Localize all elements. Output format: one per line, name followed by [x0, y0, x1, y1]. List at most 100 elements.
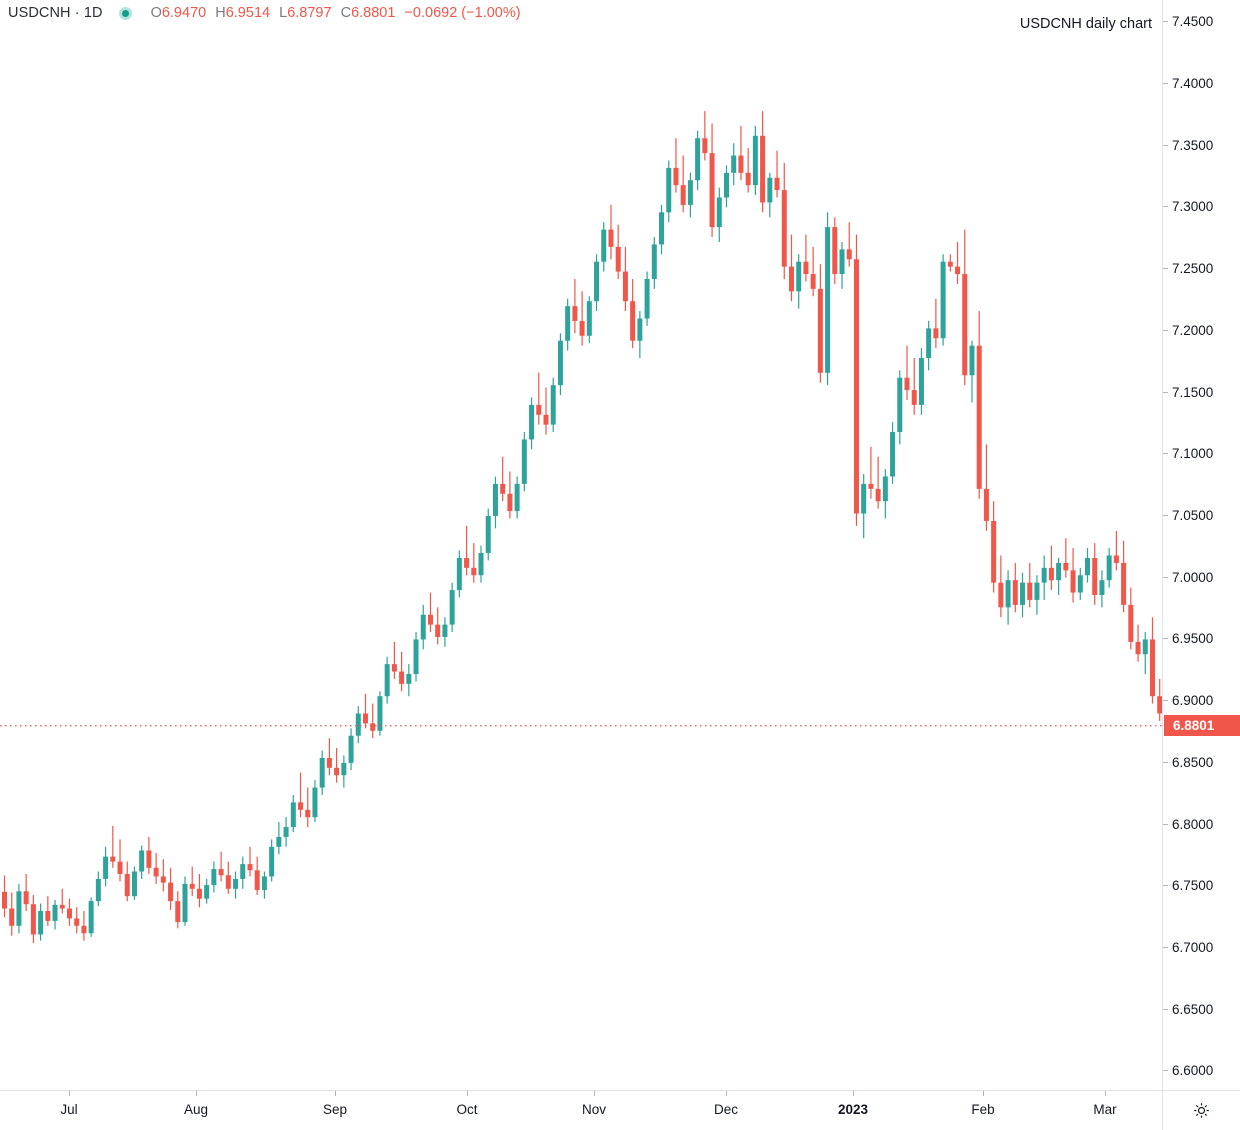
price-tick-label: 7.4000 — [1172, 75, 1214, 91]
candle-body — [38, 911, 44, 935]
candle-body — [976, 345, 982, 489]
candle-body — [240, 864, 246, 879]
candle-body — [680, 185, 686, 205]
chart-settings-button[interactable] — [1162, 1090, 1240, 1130]
candle-body — [225, 875, 231, 889]
price-tick-label: 7.3500 — [1172, 137, 1214, 153]
candle-body — [781, 190, 787, 267]
time-tick-label: Oct — [456, 1102, 478, 1117]
candle-body — [998, 582, 1004, 608]
candle-wick — [848, 222, 850, 267]
price-tick-label: 6.7500 — [1172, 878, 1214, 894]
candle-body — [1070, 570, 1076, 593]
symbol-interval-label[interactable]: USDCNH · 1D — [8, 5, 103, 21]
candle-body — [557, 340, 563, 386]
price-axis[interactable]: 7.4500 7.4000 7.3500 7.3000 7.2500 7.2000 7.15… — [1162, 0, 1240, 1090]
gear-icon — [1194, 1103, 1209, 1118]
candle-body — [868, 483, 874, 489]
price-tick: 7.4000 — [1163, 76, 1240, 92]
candle-body — [1020, 582, 1026, 605]
candle-wick — [328, 738, 330, 776]
candle-wick — [249, 846, 251, 877]
candle-body — [767, 177, 773, 203]
candle-body — [471, 567, 477, 576]
candle-wick — [545, 387, 547, 435]
candle-body — [666, 167, 672, 213]
candle-wick — [364, 693, 367, 729]
candle-body — [991, 520, 997, 583]
candle-body — [334, 767, 340, 776]
candle-body — [926, 328, 932, 358]
candle-body — [117, 861, 123, 874]
candle-wick — [805, 234, 807, 282]
price-tick: 7.3500 — [1163, 138, 1240, 154]
time-axis[interactable]: Jul Aug Sep Oct Nov Dec 2023 Feb Mar — [0, 1090, 1162, 1130]
price-tick: 6.6500 — [1163, 1002, 1240, 1018]
candle-body — [1142, 639, 1148, 655]
candle-body — [435, 624, 441, 637]
candle-wick — [112, 825, 114, 868]
price-tick-label: 6.8000 — [1172, 816, 1214, 832]
candle-body — [651, 244, 657, 279]
price-tick: 7.4500 — [1163, 14, 1240, 30]
candle-body — [168, 882, 174, 902]
candle-body — [1128, 604, 1134, 642]
candle-body — [1106, 555, 1112, 581]
candle-body — [298, 802, 304, 810]
candle-body — [182, 883, 188, 923]
candle-wick — [581, 291, 583, 346]
candle-body — [839, 249, 845, 275]
time-tick-label: Aug — [183, 1102, 209, 1117]
candle-body — [659, 212, 665, 245]
time-tick-dash — [853, 1091, 854, 1096]
candle-body — [59, 904, 65, 909]
candle-body — [52, 904, 58, 921]
high-label: H — [215, 5, 226, 21]
candle-body — [861, 483, 867, 514]
candle-body — [406, 674, 412, 684]
candle-body — [940, 261, 946, 339]
price-tick-label: 7.1500 — [1172, 384, 1214, 400]
tick-dash — [1163, 700, 1168, 702]
current-price-badge: 6.8801 — [1164, 715, 1240, 737]
price-tick-label: 7.0000 — [1172, 569, 1214, 585]
candle-body — [492, 483, 498, 516]
candle-body — [2, 891, 7, 909]
candle-body — [507, 493, 513, 512]
candle-body — [918, 357, 924, 405]
candle-body — [146, 850, 152, 868]
chart-plot-area[interactable] — [0, 0, 1162, 1090]
price-tick: 6.8500 — [1163, 755, 1240, 771]
time-tick-dash — [983, 1091, 984, 1096]
price-tick: 6.9500 — [1163, 631, 1240, 647]
candle-body — [572, 306, 578, 321]
candle-wick — [502, 456, 504, 502]
chart-caption: USDCNH daily chart — [1019, 16, 1152, 32]
open-label: O — [150, 5, 162, 21]
price-tick-label: 6.6500 — [1172, 1001, 1214, 1017]
low-label: L — [279, 5, 288, 21]
candle-body — [139, 850, 145, 872]
tick-dash — [1163, 21, 1168, 23]
candle-wick — [538, 372, 540, 425]
candle-body — [81, 925, 87, 934]
candle-wick — [61, 888, 63, 914]
candle-body — [1048, 567, 1054, 581]
candle-body — [23, 891, 29, 905]
change-value: −0.0692 (−1.00%) — [404, 5, 521, 21]
candle-body — [622, 271, 628, 302]
price-tick: 7.0000 — [1163, 570, 1240, 586]
price-tick: 7.2500 — [1163, 261, 1240, 277]
time-tick-dash — [467, 1091, 468, 1096]
tick-dash — [1163, 1008, 1168, 1010]
candle-body — [211, 869, 217, 886]
candle-wick — [740, 125, 742, 181]
close-value: 6.8801 — [351, 5, 396, 21]
series-marker-icon — [115, 4, 137, 22]
candle-wick — [747, 148, 749, 193]
candle-body — [160, 876, 166, 883]
candle-body — [110, 856, 116, 862]
candle-body — [637, 318, 643, 341]
time-tick-label: Nov — [581, 1102, 607, 1117]
